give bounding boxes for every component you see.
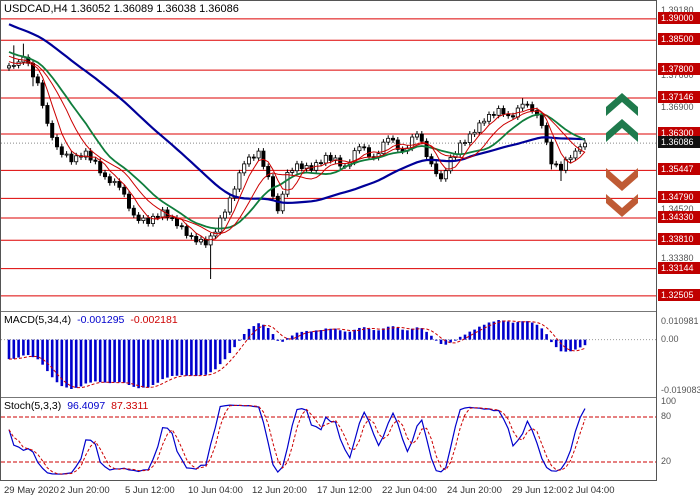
main-price-pane[interactable]: [1, 1, 656, 311]
price-level-label: 1.33144: [658, 261, 700, 274]
macd-axis-label: 0.00: [661, 333, 679, 344]
time-axis-label: 12 Jun 20:00: [252, 485, 307, 496]
time-axis-label: 24 Jun 20:00: [447, 485, 502, 496]
macd-signal-value: -0.002181: [130, 314, 178, 326]
price-level-label: 1.37800: [658, 63, 700, 76]
price-level-label: 1.32505: [658, 288, 700, 301]
pane-separator: [1, 397, 656, 398]
price-level-label: 1.35447: [658, 163, 700, 176]
symbol-ohlc-label: USDCAD,H4 1.36052 1.36089 1.36038 1.3608…: [4, 3, 239, 15]
price-tick: 1.39180: [661, 5, 694, 16]
price-level-label: 1.33810: [658, 233, 700, 246]
macd-signal-line: [8, 320, 586, 389]
support-resistance-lines: [1, 18, 656, 297]
macd-pane[interactable]: [1, 312, 656, 397]
time-axis-label: 29 May 2020: [4, 485, 59, 496]
candles-layer: [7, 43, 588, 280]
stoch-axis-label: 20: [661, 456, 672, 466]
pane-separator: [1, 311, 656, 312]
macd-histogram: [7, 320, 587, 389]
down-trend-arrows: [606, 168, 638, 217]
price-level-label: 1.37146: [658, 90, 700, 103]
up-trend-arrows: [606, 93, 638, 142]
price-level-label: 1.34790: [658, 191, 700, 204]
price-scale[interactable]: 1.391801.376601.369001.345201.333801.390…: [658, 0, 700, 481]
ma-line-10: [8, 55, 586, 235]
ma-line-14: [8, 51, 586, 230]
stoch-d-value: 87.3311: [111, 400, 149, 412]
stoch-k-line: [8, 404, 586, 475]
macd-axis-label: 0.010981: [661, 316, 699, 326]
stoch-name: Stoch(5,3,3): [4, 400, 62, 412]
ma-line-40: [8, 23, 586, 204]
ma-line-5: [8, 61, 586, 241]
time-scale[interactable]: 29 May 2020 2 Jun 20:00 5 Jun 12:00 10 Jun …: [0, 481, 700, 500]
time-axis-label: 5 Jun 12:00: [125, 485, 175, 496]
price-tick: 1.33380: [661, 252, 694, 263]
macd-name: MACD(5,34,4): [4, 314, 72, 326]
time-axis-label: 2 Jun 20:00: [60, 485, 110, 496]
macd-indicator-label: MACD(5,34,4) -0.001295 -0.002181: [4, 314, 178, 326]
price-level-label: 1.36300: [658, 127, 700, 140]
stoch-k-value: 96.4097: [67, 400, 106, 412]
current-price-label: 1.36086: [658, 136, 700, 149]
stoch-d-line: [8, 404, 586, 475]
macd-main-value: -0.001295: [77, 314, 125, 326]
time-axis-label: 2 Jul 04:00: [568, 485, 615, 496]
price-tick: 1.36900: [661, 102, 694, 113]
price-level-label: 1.39000: [658, 11, 700, 24]
price-tick: 1.34520: [661, 203, 694, 214]
time-axis-label: 10 Jun 04:00: [188, 485, 243, 496]
stoch-axis-label: 100: [661, 396, 677, 406]
time-axis-label: 17 Jun 12:00: [317, 485, 372, 496]
stoch-axis-label: 80: [661, 411, 672, 421]
stoch-pane[interactable]: [1, 398, 656, 481]
macd-axis-label: -0.019083: [661, 385, 700, 395]
price-level-label: 1.34330: [658, 211, 700, 224]
time-axis-label: 22 Jun 04:00: [382, 485, 437, 496]
time-axis-label: 29 Jun 12:00: [512, 485, 567, 496]
price-level-label: 1.38500: [658, 33, 700, 46]
chart-plot-area[interactable]: [0, 0, 657, 481]
stoch-indicator-label: Stoch(5,3,3) 96.4097 87.3311: [4, 400, 148, 412]
